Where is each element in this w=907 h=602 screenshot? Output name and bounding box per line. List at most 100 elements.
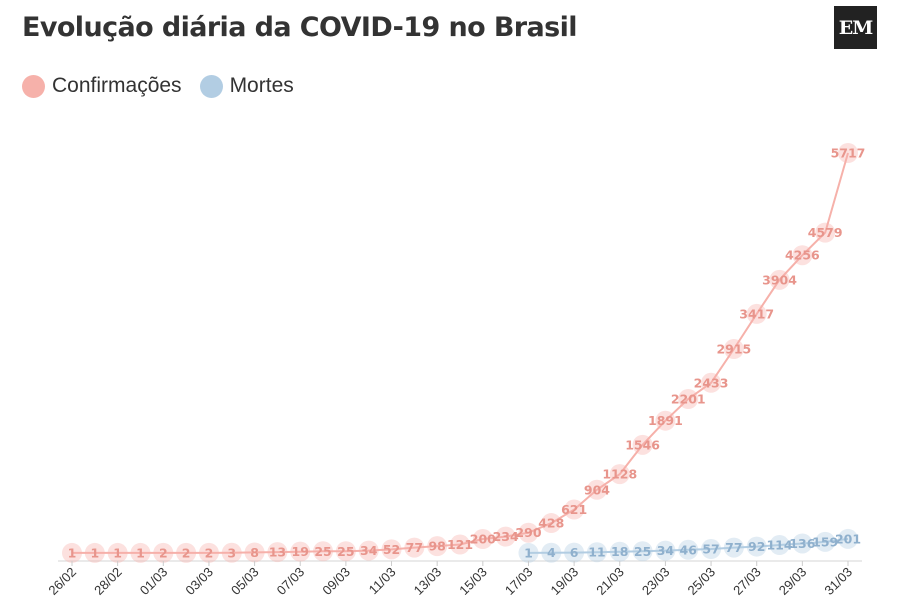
x-tick-label: 17/03 bbox=[502, 564, 536, 598]
data-point-mortes bbox=[586, 542, 607, 563]
data-label-mortes: 11 bbox=[588, 545, 605, 560]
data-point-mortes bbox=[769, 535, 790, 556]
data-point-confirmacoes bbox=[609, 464, 630, 485]
x-tick-label: 29/03 bbox=[776, 564, 810, 598]
data-point-confirmacoes bbox=[335, 541, 356, 562]
data-point-mortes bbox=[518, 542, 539, 563]
x-tick-label: 31/03 bbox=[821, 564, 855, 598]
data-point-confirmacoes bbox=[564, 499, 585, 520]
data-label-confirmacoes: 2 bbox=[159, 545, 168, 560]
data-label-confirmacoes: 2915 bbox=[716, 342, 751, 357]
data-point-confirmacoes bbox=[381, 539, 402, 560]
data-label-confirmacoes: 1 bbox=[113, 545, 122, 560]
data-label-confirmacoes: 290 bbox=[515, 525, 541, 540]
data-point-confirmacoes bbox=[313, 541, 334, 562]
data-point-confirmacoes bbox=[221, 542, 242, 563]
data-point-confirmacoes bbox=[427, 536, 448, 557]
data-label-confirmacoes: 52 bbox=[383, 542, 400, 557]
x-tick-label: 27/03 bbox=[730, 564, 764, 598]
data-label-confirmacoes: 25 bbox=[337, 544, 354, 559]
data-point-confirmacoes bbox=[62, 542, 82, 563]
data-label-confirmacoes: 1 bbox=[90, 545, 99, 560]
data-label-mortes: 25 bbox=[634, 544, 651, 559]
x-tick-label: 25/03 bbox=[685, 564, 719, 598]
data-label-confirmacoes: 1128 bbox=[602, 467, 637, 482]
x-tick-label: 03/03 bbox=[182, 564, 216, 598]
data-label-confirmacoes: 3 bbox=[227, 545, 236, 560]
data-label-mortes: 77 bbox=[725, 540, 742, 555]
data-label-confirmacoes: 98 bbox=[428, 539, 445, 554]
data-label-confirmacoes: 1 bbox=[136, 545, 145, 560]
data-label-confirmacoes: 904 bbox=[584, 482, 610, 497]
data-label-mortes: 92 bbox=[748, 539, 765, 554]
data-label-mortes: 4 bbox=[547, 545, 556, 560]
data-label-mortes: 18 bbox=[611, 544, 628, 559]
data-point-confirmacoes bbox=[358, 540, 379, 561]
data-label-confirmacoes: 1546 bbox=[625, 437, 660, 452]
data-label-confirmacoes: 2 bbox=[182, 545, 191, 560]
data-point-confirmacoes bbox=[450, 534, 470, 555]
x-tick-label: 09/03 bbox=[319, 564, 353, 598]
x-tick-label: 26/02 bbox=[45, 564, 79, 598]
data-point-mortes bbox=[792, 533, 813, 554]
data-label-mortes: 201 bbox=[835, 531, 861, 546]
x-tick-label: 01/03 bbox=[137, 564, 171, 598]
data-label-confirmacoes: 13 bbox=[269, 545, 286, 560]
data-label-confirmacoes: 25 bbox=[314, 544, 331, 559]
data-point-confirmacoes bbox=[723, 339, 744, 360]
data-point-mortes bbox=[746, 536, 767, 557]
data-label-mortes: 114 bbox=[766, 538, 792, 553]
data-label-confirmacoes: 1891 bbox=[648, 413, 683, 428]
data-point-mortes bbox=[838, 528, 858, 549]
x-tick-label: 19/03 bbox=[548, 564, 582, 598]
data-label-confirmacoes: 234 bbox=[493, 529, 519, 544]
data-label-confirmacoes: 2201 bbox=[671, 392, 706, 407]
data-point-mortes bbox=[655, 540, 676, 561]
data-point-confirmacoes bbox=[746, 303, 767, 324]
data-label-confirmacoes: 8 bbox=[250, 545, 259, 560]
legend-item-mortes[interactable]: Mortes bbox=[199, 74, 294, 98]
data-point-confirmacoes bbox=[655, 410, 676, 431]
data-label-confirmacoes: 1 bbox=[68, 545, 77, 560]
data-point-confirmacoes bbox=[792, 245, 813, 266]
data-label-confirmacoes: 428 bbox=[538, 516, 564, 531]
data-point-confirmacoes bbox=[518, 522, 539, 543]
chart-title: Evolução diária da COVID-19 no Brasil bbox=[22, 12, 578, 43]
data-label-mortes: 34 bbox=[657, 543, 675, 558]
data-point-confirmacoes bbox=[153, 542, 174, 563]
data-point-mortes bbox=[701, 539, 722, 560]
data-label-confirmacoes: 200 bbox=[470, 532, 496, 547]
chart-legend: Confirmações Mortes bbox=[22, 74, 312, 98]
data-point-confirmacoes bbox=[404, 537, 425, 558]
data-point-confirmacoes bbox=[701, 372, 722, 393]
data-point-confirmacoes bbox=[815, 222, 836, 243]
data-point-confirmacoes bbox=[107, 542, 128, 563]
legend-swatch-confirmacoes bbox=[22, 74, 45, 98]
series-line-mortes bbox=[528, 537, 849, 554]
x-tick-label: 28/02 bbox=[91, 564, 125, 598]
x-tick-label: 23/03 bbox=[639, 564, 673, 598]
data-label-mortes: 6 bbox=[570, 545, 579, 560]
data-point-confirmacoes bbox=[495, 526, 516, 547]
data-point-confirmacoes bbox=[632, 434, 653, 455]
data-point-mortes bbox=[564, 542, 585, 563]
data-label-confirmacoes: 4256 bbox=[785, 248, 820, 263]
data-label-confirmacoes: 3904 bbox=[762, 272, 797, 287]
data-point-mortes bbox=[678, 539, 699, 560]
data-point-confirmacoes bbox=[176, 542, 197, 563]
data-point-mortes bbox=[609, 541, 630, 562]
data-point-confirmacoes bbox=[769, 269, 790, 290]
data-label-confirmacoes: 621 bbox=[561, 502, 587, 517]
data-point-confirmacoes bbox=[678, 389, 699, 410]
data-label-mortes: 57 bbox=[702, 542, 719, 557]
data-point-mortes bbox=[541, 542, 562, 563]
data-label-confirmacoes: 2 bbox=[205, 545, 214, 560]
x-tick-label: 07/03 bbox=[274, 564, 308, 598]
data-point-confirmacoes bbox=[541, 513, 562, 534]
x-tick-label: 13/03 bbox=[411, 564, 445, 598]
data-point-confirmacoes bbox=[198, 542, 219, 563]
data-label-confirmacoes: 121 bbox=[447, 537, 473, 552]
data-label-confirmacoes: 2433 bbox=[694, 375, 729, 390]
data-label-confirmacoes: 19 bbox=[292, 544, 309, 559]
legend-item-confirmacoes[interactable]: Confirmações bbox=[22, 74, 182, 98]
